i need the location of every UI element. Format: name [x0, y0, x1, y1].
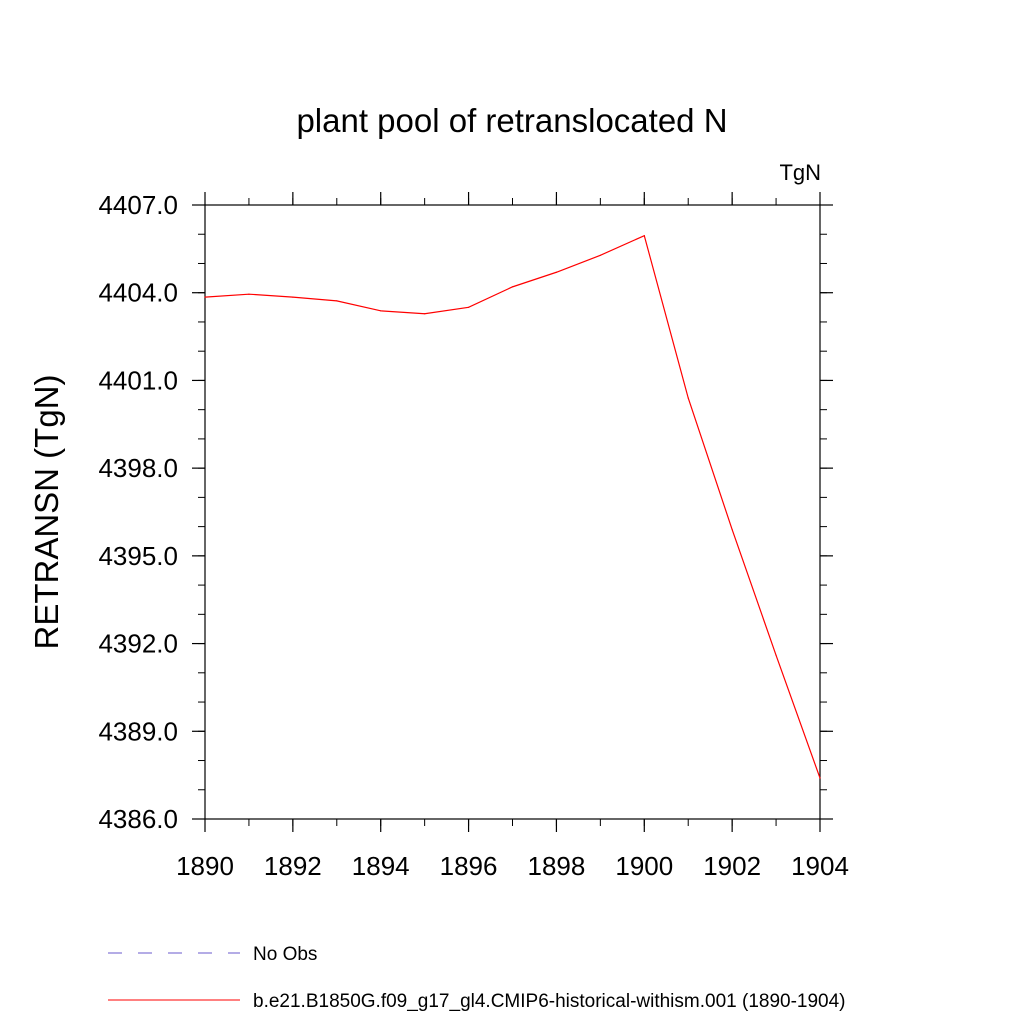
data-point [643, 235, 645, 237]
data-point [336, 300, 338, 302]
legend: No Obs b.e21.B1850G.f09_g17_gl4.CMIP6-his… [108, 944, 846, 1012]
data-point [687, 397, 689, 399]
legend-label-0: No Obs [253, 944, 317, 965]
x-tick-label: 1900 [615, 851, 673, 881]
y-tick-label: 4392.0 [98, 629, 178, 659]
x-tick-label: 1896 [440, 851, 498, 881]
data-point [731, 528, 733, 531]
data-point [511, 286, 514, 288]
y-tick-label: 4398.0 [98, 453, 178, 483]
data-point [599, 254, 601, 256]
axes: 4386.0 4389.0 4392.0 4395.0 4398.0 4401.0 4404… [98, 190, 848, 881]
data-point [555, 271, 558, 273]
data-point [248, 293, 250, 295]
plot-series [204, 234, 821, 779]
y-tick-label: 4386.0 [98, 804, 178, 834]
data-point [380, 310, 382, 312]
chart-title: plant pool of retranslocated N [296, 102, 727, 139]
data-point [467, 306, 470, 308]
series-line-1 [204, 234, 821, 779]
x-tick-label: 1902 [703, 851, 761, 881]
legend-label-1: b.e21.B1850G.f09_g17_gl4.CMIP6-historica… [253, 991, 846, 1012]
y-tick-label: 4407.0 [98, 190, 178, 220]
y-tick-label: 4401.0 [98, 365, 178, 395]
x-tick-label: 1894 [352, 851, 410, 881]
x-tick-label: 1904 [791, 851, 849, 881]
x-tick-label: 1898 [528, 851, 586, 881]
x-tick-label: 1890 [176, 851, 234, 881]
x-tick-label: 1892 [264, 851, 322, 881]
units-label: TgN [779, 160, 821, 185]
y-axis-label: RETRANSN (TgN) [28, 374, 65, 649]
y-tick-label: 4389.0 [98, 716, 178, 746]
data-point [424, 313, 426, 315]
data-point [204, 296, 206, 298]
y-tick-label: 4395.0 [98, 541, 178, 571]
data-point [775, 654, 777, 656]
data-point [819, 777, 821, 779]
y-tick-label: 4404.0 [98, 278, 178, 308]
data-point [292, 296, 294, 298]
